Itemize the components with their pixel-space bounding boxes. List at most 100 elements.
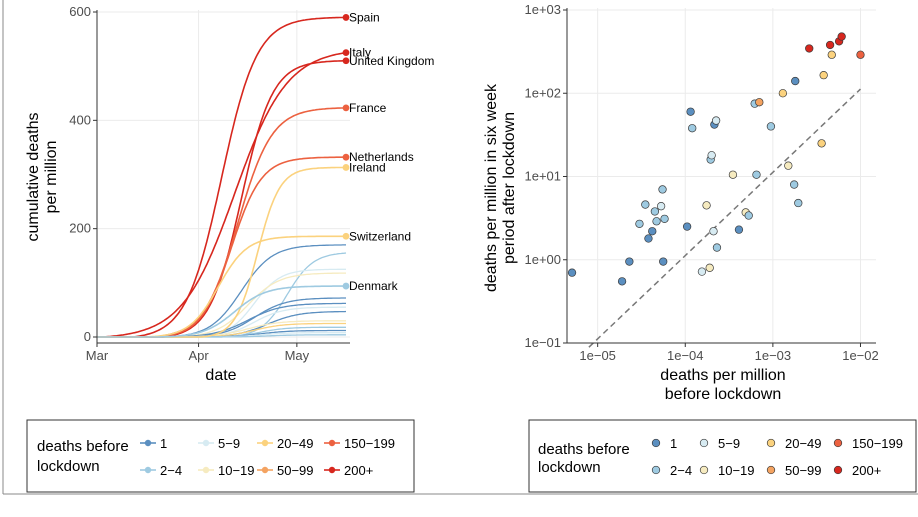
left-legend-items: 1 5−9 20−49 150−199 2−4 10−19 50−99 200+ [140, 436, 395, 478]
reference-line [588, 88, 861, 348]
legend-point-key [833, 438, 843, 448]
left-y-tick-label: 600 [69, 4, 91, 19]
left-x-tick-label: May [285, 348, 310, 363]
series-line-italy [97, 51, 347, 338]
scatter-point [827, 50, 836, 59]
country-label: Ireland [349, 160, 386, 174]
scatter-point [659, 257, 668, 266]
scatter-point [712, 243, 722, 252]
right-x-axis-title-line1: deaths per million [660, 367, 785, 384]
scatter-point [682, 222, 692, 231]
scatter-point [790, 180, 799, 189]
legend-label: 5−9 [718, 436, 740, 451]
legend-label: 2−4 [160, 463, 182, 478]
scatter-point [660, 214, 669, 223]
right-scatter-chart: 1e−01 1e+00 1e+01 1e+02 1e+03 1e−05 1e−04 1e−03… [483, 2, 879, 403]
right-gridlines [567, 8, 876, 344]
left-legend-title-line2: lockdown [37, 458, 100, 475]
scatter-point [856, 50, 865, 59]
scatter-point [819, 70, 828, 80]
scatter-point [648, 227, 657, 236]
legend-label: 150−199 [344, 436, 395, 451]
legend-point-key [328, 439, 336, 447]
country-label: Spain [349, 10, 380, 24]
left-series-lines [97, 14, 350, 338]
right-scatter-points [567, 32, 865, 286]
dashed-reference-line [588, 88, 861, 348]
legend-point-key [651, 438, 661, 448]
series-end-point [342, 164, 350, 171]
series-end-point [342, 57, 350, 65]
right-y-tick-label: 1e+00 [524, 252, 561, 267]
scatter-point [652, 217, 661, 226]
right-x-axis-title-line2: before lockdown [665, 386, 782, 403]
left-y-tick-label: 400 [69, 112, 91, 127]
scatter-point [744, 211, 753, 220]
legend-point-key [144, 439, 152, 447]
scatter-point [825, 40, 835, 50]
scatter-point [688, 124, 697, 133]
scatter-point [641, 200, 650, 209]
series-end-point [342, 14, 350, 21]
scatter-point [794, 198, 803, 208]
scatter-point [766, 122, 776, 131]
left-legend-box [26, 419, 415, 493]
series-end-point [342, 104, 350, 112]
series-end-point [342, 49, 350, 57]
legend-label: 1 [160, 436, 167, 451]
legend-label: 1 [670, 436, 677, 451]
legend-label: 20−49 [785, 436, 822, 451]
scatter-point [805, 44, 814, 53]
legend-point-key [699, 438, 709, 448]
legend-label: 200+ [344, 463, 373, 478]
scatter-point [702, 201, 711, 210]
right-x-tick-label: 1e−04 [667, 348, 704, 363]
left-y-axis-title-line1: cumulative deaths [25, 113, 42, 242]
scatter-point [707, 151, 716, 160]
country-label: Denmark [349, 279, 399, 293]
right-y-axis-title-line1: deaths per million in six week [483, 83, 500, 292]
legend-point-key [261, 466, 269, 474]
legend-point-key [144, 466, 152, 474]
scatter-point [817, 139, 826, 148]
scatter-point [791, 76, 800, 86]
right-legend-title-line1: deaths before [538, 441, 630, 458]
legend-label: 200+ [852, 463, 881, 478]
legend-point-key [766, 438, 776, 448]
legend-label: 50−99 [277, 463, 314, 478]
series-line-denmark [97, 285, 346, 338]
legend-point-key [261, 439, 269, 447]
right-legend: deaths before lockdown 1 5−9 20−49 150−199 2… [528, 419, 917, 493]
scatter-point [650, 207, 660, 216]
scatter-point [728, 170, 738, 179]
right-y-axis-title-line2: period after lockdown [501, 112, 518, 264]
right-y-tick-label: 1e+01 [524, 169, 561, 184]
left-x-tick-label: Apr [188, 348, 209, 363]
legend-label: 10−19 [718, 463, 755, 478]
country-label: Netherlands [349, 150, 414, 164]
legend-point-key [202, 466, 210, 474]
legend-point-key [202, 439, 210, 447]
right-axes: 1e−01 1e+00 1e+01 1e+02 1e+03 1e−05 1e−04 1e−03… [524, 2, 878, 363]
scatter-point [567, 268, 577, 277]
scatter-point [734, 225, 744, 234]
country-label: France [349, 101, 387, 115]
country-label: Italy [349, 46, 371, 60]
left-plot-panel [97, 10, 350, 343]
scatter-point [709, 227, 718, 236]
series-end-point [342, 282, 350, 290]
legend-label: 150−199 [852, 436, 903, 451]
scatter-point [752, 170, 761, 179]
scatter-point [837, 32, 846, 41]
scatter-point [635, 219, 644, 228]
scatter-point [658, 185, 667, 194]
legend-point-key [328, 466, 336, 474]
right-y-tick-label: 1e−01 [524, 335, 561, 350]
legend-label: 50−99 [785, 463, 822, 478]
legend-label: 20−49 [277, 436, 314, 451]
left-legend-title-line1: deaths before [37, 438, 129, 455]
left-y-tick-label: 200 [69, 221, 91, 236]
legend-point-key [766, 465, 776, 475]
legend-label: 5−9 [218, 436, 240, 451]
